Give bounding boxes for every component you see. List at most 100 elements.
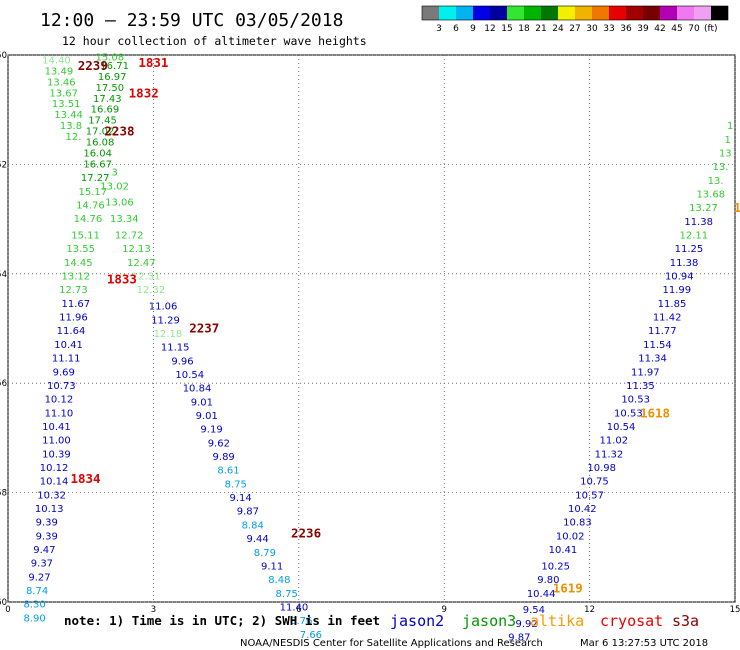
wave-height-point: 16.69 [91, 105, 120, 116]
wave-height-point: 8.61 [217, 466, 239, 477]
note-text: note: 1) Time is in UTC; 2) SWH is in fe… [64, 613, 380, 628]
wave-height-point: 10.12 [45, 395, 74, 406]
wave-height-point: 11.10 [45, 408, 74, 419]
wave-height-point: 13.02 [100, 181, 129, 192]
wave-height-point: 12.47 [127, 258, 156, 269]
colorbar-swatch [490, 6, 507, 20]
wave-height-point: 12.72 [115, 231, 144, 242]
wave-height-point: 11.11 [52, 354, 81, 365]
wave-height-point: 8.90 [24, 613, 46, 624]
wave-height-point: 13 [719, 148, 732, 159]
wave-height-point: 13.8 [60, 121, 82, 132]
wave-height-point: 12.13 [122, 244, 151, 255]
wave-height-point: 9.14 [230, 493, 252, 504]
footer-agency: NOAA/NESDIS Center for Satellite Applica… [240, 638, 543, 649]
colorbar-label: 70 [688, 24, 700, 34]
colorbar-swatch [507, 6, 524, 20]
wave-height-point: 9.96 [171, 356, 193, 367]
plot-frame [7, 54, 736, 603]
wave-height-point: 15.11 [71, 231, 100, 242]
legend-cryosat: cryosat [600, 612, 663, 630]
wave-height-point: 9.92 [515, 619, 537, 630]
colorbar-swatch [660, 6, 677, 20]
colorbar-label: 18 [518, 24, 530, 34]
wave-height-point: 12.11 [679, 231, 708, 242]
pass-time-label: 1833 [107, 271, 137, 286]
wave-height-point: 16.97 [98, 72, 127, 83]
wave-height-point: 8.48 [268, 575, 290, 586]
wave-height-point: 14.76 [76, 200, 105, 211]
wave-height-point: 9.62 [208, 438, 230, 449]
x-tick-label: 9 [441, 605, 446, 615]
colorbar-swatch [626, 6, 643, 20]
wave-height-point: 13.27 [689, 203, 718, 214]
wave-height-point: 8.75 [225, 479, 247, 490]
wave-height-point: 10.41 [42, 422, 71, 433]
wave-height-point: 11.96 [59, 313, 88, 324]
pass-time-label: 2238 [104, 124, 134, 139]
wave-height-point: 10.98 [587, 463, 616, 474]
colorbar-label: 12 [484, 24, 495, 34]
chart-title: 12:00 – 23:59 UTC 03/05/2018 [40, 10, 343, 31]
wave-height-point: 11.34 [638, 354, 667, 365]
wave-height-point: 9.11 [261, 561, 283, 572]
y-tick-label: -52 [0, 160, 7, 170]
wave-height-point: 10.83 [563, 518, 592, 529]
wave-height-point: 14.76 [74, 214, 103, 225]
wave-height-point: 17.02 [86, 127, 115, 138]
colorbar-swatch [439, 6, 456, 20]
colorbar-swatch [711, 6, 728, 20]
legend-s3a: s3a [672, 612, 699, 630]
wave-height-point: 14.45 [64, 258, 93, 269]
wave-height-point: 7.66 [300, 630, 322, 641]
wave-height-point: 11.85 [658, 299, 687, 310]
wave-height-point: 11.35 [626, 381, 655, 392]
wave-height-point: 11.67 [62, 299, 91, 310]
colorbar-swatch [592, 6, 609, 20]
wave-height-point: 11.25 [675, 244, 704, 255]
wave-height-point: 13. [708, 176, 724, 187]
colorbar-swatch [473, 6, 490, 20]
wave-height-point: 10.73 [47, 381, 76, 392]
wave-height-point: 11.38 [684, 217, 713, 228]
legend-altika: altika [530, 612, 584, 630]
footer-timestamp: Mar 6 13:27:53 UTC 2018 [580, 638, 708, 649]
wave-height-point: 13.55 [66, 244, 95, 255]
colorbar-swatch [456, 6, 473, 20]
wave-height-point: 9.87 [508, 633, 530, 644]
wave-height-point: 14.40 [42, 55, 71, 66]
wave-height-point: 9.87 [237, 507, 259, 518]
colorbar-frame [421, 5, 729, 21]
colorbar-label: 24 [552, 24, 564, 34]
colorbar-label: 6 [453, 24, 459, 34]
wave-height-point: 13.12 [62, 272, 91, 283]
y-tick-label: -54 [0, 270, 7, 280]
y-tick-label: -56 [0, 379, 7, 389]
wave-height-point: 1 [727, 121, 733, 132]
wave-height-point: 1 [725, 135, 731, 146]
wave-height-point: 17.43 [93, 94, 122, 105]
wave-height-point: 9.27 [28, 572, 50, 583]
colorbar-swatch [422, 6, 439, 20]
colorbar-label: 39 [637, 24, 649, 34]
colorbar-label: 27 [569, 24, 580, 34]
wave-height-point: 17.27 [81, 173, 110, 184]
wave-height-point: 10.41 [54, 340, 83, 351]
wave-height-point: 11.06 [149, 302, 178, 313]
wave-height-point: 13.68 [696, 189, 725, 200]
x-tick-label: 15 [730, 605, 740, 615]
wave-height-point: 9.19 [200, 425, 222, 436]
wave-height-point: 11.97 [631, 367, 660, 378]
wave-height-point: 9.37 [31, 559, 53, 570]
x-tick-label: 6 [296, 605, 301, 615]
wave-height-point: 9.01 [196, 411, 218, 422]
wave-height-point: 17.50 [95, 83, 124, 94]
wave-height-point: 9.54 [523, 605, 545, 616]
legend: jason2 jason3 altika cryosat s3a [390, 612, 699, 630]
colorbar-label: 33 [603, 24, 614, 34]
wave-height-point: 8.76 [290, 616, 312, 627]
wave-height-point: 9.39 [36, 531, 58, 542]
wave-height-point: 12.32 [137, 285, 166, 296]
x-tick-label: 0 [5, 605, 10, 615]
wave-height-point: 10.13 [35, 504, 64, 515]
